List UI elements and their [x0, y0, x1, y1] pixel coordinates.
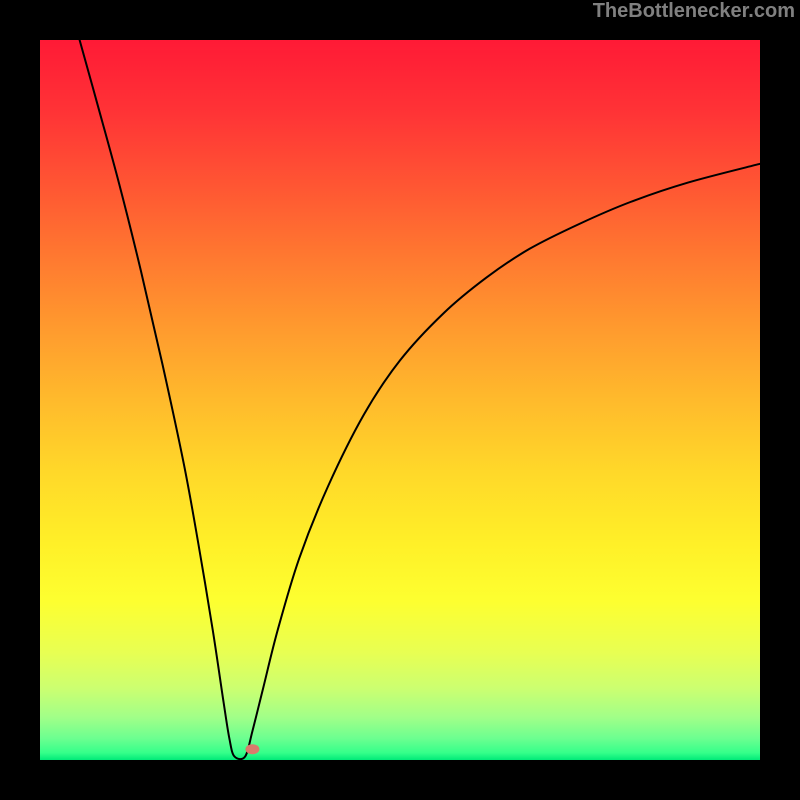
chart-container: TheBottlenecker.com — [0, 0, 800, 800]
bottleneck-chart — [0, 0, 800, 800]
optimal-point-marker — [245, 744, 259, 754]
watermark-text: TheBottlenecker.com — [593, 0, 795, 23]
chart-plot-area — [40, 40, 760, 760]
